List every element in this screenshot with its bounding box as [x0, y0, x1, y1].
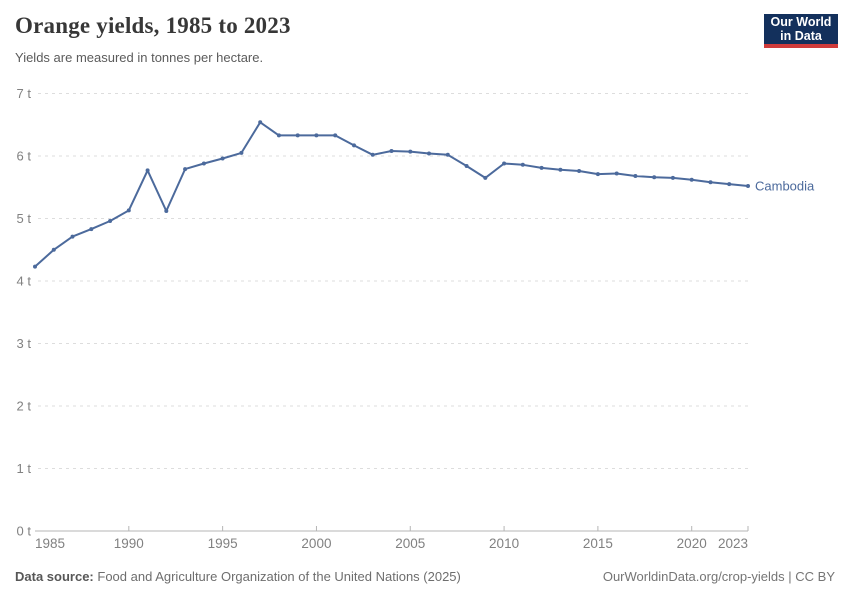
entity-label: Cambodia	[755, 179, 815, 194]
data-point-marker	[276, 133, 281, 138]
data-point-marker	[295, 133, 300, 138]
y-tick-label: 3 t	[17, 336, 32, 351]
data-point-marker	[183, 167, 188, 172]
data-point-marker	[464, 164, 469, 168]
footer-license-link[interactable]: OurWorldinData.org/crop-yields | CC BY	[602, 569, 835, 584]
data-point-marker	[164, 209, 169, 213]
data-point-marker	[539, 165, 544, 170]
y-tick-label: 6 t	[17, 149, 32, 164]
data-point-marker	[126, 208, 131, 213]
owid-logo[interactable]: Our World in Data	[764, 14, 838, 48]
data-point-marker	[708, 180, 713, 185]
data-point-marker	[33, 264, 37, 269]
x-tick-label: 2010	[489, 536, 519, 551]
data-point-marker	[727, 182, 732, 187]
chart-title: Orange yields, 1985 to 2023	[15, 13, 291, 38]
data-point-marker	[239, 150, 244, 155]
x-tick-label: 2000	[301, 536, 331, 551]
footer-source-label: Data source:	[15, 569, 94, 584]
data-point-marker	[614, 171, 619, 176]
data-point-marker	[201, 161, 206, 166]
data-point-marker	[633, 174, 638, 178]
data-point-marker	[670, 175, 675, 180]
footer-source: Data source: Food and Agriculture Organi…	[15, 569, 461, 584]
y-tick-label: 5 t	[17, 211, 32, 226]
x-tick-label: 1990	[114, 536, 144, 551]
data-point-marker	[520, 162, 525, 167]
data-point-marker	[145, 168, 150, 173]
y-tick-label: 1 t	[17, 461, 32, 476]
data-point-marker	[89, 227, 94, 232]
y-tick-label: 7 t	[17, 86, 32, 101]
y-tick-label: 0 t	[17, 524, 32, 539]
y-tick-label: 2 t	[17, 399, 32, 414]
data-point-marker	[652, 175, 657, 180]
chart-subtitle: Yields are measured in tonnes per hectar…	[15, 50, 264, 65]
x-tick-label: 1985	[35, 536, 65, 551]
x-tick-label: 2015	[583, 536, 613, 551]
data-point-marker	[595, 172, 600, 177]
owid-logo-line2: in Data	[780, 29, 822, 43]
data-point-marker	[577, 169, 582, 173]
data-point-marker	[258, 120, 263, 125]
x-tick-label: 1995	[208, 536, 238, 551]
data-point-marker	[70, 234, 75, 239]
data-point-marker	[352, 143, 356, 148]
data-point-marker	[220, 156, 225, 161]
data-point-marker	[445, 152, 450, 157]
x-tick-label: 2020	[677, 536, 707, 551]
data-point-marker	[427, 151, 431, 156]
data-point-marker	[51, 247, 56, 252]
data-point-marker	[314, 133, 319, 138]
data-point-marker	[689, 177, 694, 182]
data-point-marker	[108, 219, 113, 223]
data-line-cambodia	[34, 121, 749, 268]
data-point-marker	[370, 152, 375, 157]
data-point-marker	[502, 161, 507, 166]
line-chart[interactable]: 0 t 1 t 2 t 3 t 4 t 5 t 6 t 7 t 1985 1990 1995 2000…	[0, 0, 850, 560]
y-tick-label: 4 t	[17, 274, 32, 289]
x-tick-label: 2005	[395, 536, 425, 551]
chart-footer: Data source: Food and Agriculture Organi…	[15, 569, 835, 584]
footer-source-text: Food and Agriculture Organization of the…	[97, 569, 461, 584]
data-point-marker	[389, 149, 394, 153]
data-point-marker	[483, 175, 488, 180]
data-point-marker	[333, 133, 338, 138]
x-tick-label: 2023	[718, 536, 748, 551]
data-point-marker	[408, 149, 413, 154]
owid-logo-line1: Our World	[770, 15, 832, 29]
data-point-marker	[558, 167, 563, 172]
data-point-marker	[746, 184, 750, 188]
